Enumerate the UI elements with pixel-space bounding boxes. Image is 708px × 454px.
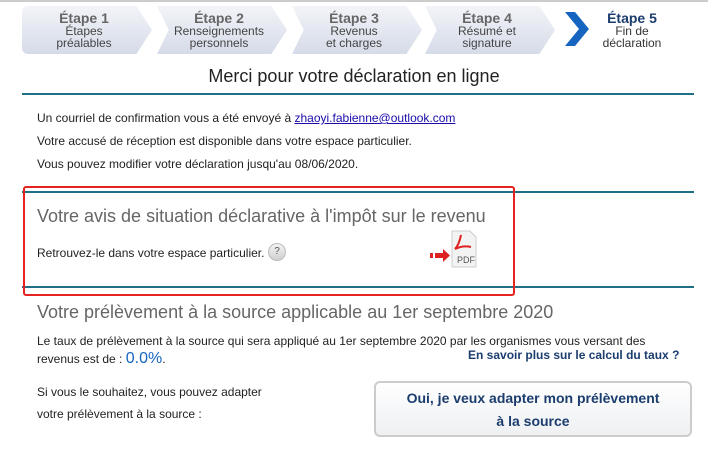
step-number: Étape 3: [329, 10, 379, 26]
divider: [22, 93, 694, 95]
rate-suffix: .: [162, 352, 166, 366]
divider: [22, 286, 694, 288]
receipt-text: Votre accusé de réception est disponible…: [37, 134, 412, 148]
step-label: Renseignements: [173, 24, 265, 38]
avis-text: Retrouvez-le dans votre espace particuli…: [37, 246, 265, 260]
step-4: Étape 4 Résumé et signature: [425, 6, 555, 54]
step-label: personnels: [189, 36, 249, 50]
rate-info-link[interactable]: En savoir plus sur le calcul du taux ?: [468, 348, 680, 362]
pas-heading: Votre prélèvement à la source applicable…: [37, 302, 554, 322]
adapt-text: votre prélèvement à la source :: [37, 407, 202, 421]
pdf-icon: [430, 230, 477, 268]
modify-deadline-text: Vous pouvez modifier votre déclaration j…: [37, 157, 359, 171]
page-title: Merci pour votre déclaration en ligne: [208, 66, 500, 86]
email-link[interactable]: zhaoyi.fabienne@outlook.com: [294, 111, 456, 125]
step-label: Étapes: [65, 24, 103, 38]
step-5-active: Étape 5 Fin de déclaration: [590, 6, 680, 54]
confirmation-prefix: Un courriel de confirmation vous a été e…: [37, 111, 295, 125]
step-3: Étape 3 Revenus et charges: [292, 6, 422, 54]
avis-heading: Votre avis de situation déclarative à l'…: [37, 206, 486, 226]
step-label: déclaration: [602, 36, 662, 50]
adapt-withholding-button[interactable]: Oui, je veux adapter mon prélèvement à la…: [374, 381, 692, 437]
step-number: Étape 2: [194, 10, 244, 26]
pdf-download-icon[interactable]: PDF: [430, 229, 480, 269]
pas-text: Le taux de prélèvement à la source qui s…: [37, 334, 646, 348]
highlight-box: [23, 186, 515, 296]
rate-value: 0.0%: [125, 350, 163, 367]
step-number: Étape 1: [59, 10, 109, 26]
step-label: Fin de: [615, 24, 649, 38]
step-label: préalables: [56, 36, 112, 50]
chevron-right-icon: [565, 12, 589, 46]
confirmation-text: Un courriel de confirmation vous a été e…: [37, 111, 455, 125]
step-number: Étape 5: [607, 10, 657, 26]
step-label: Revenus: [330, 24, 378, 38]
step-label: Résumé et: [457, 24, 517, 38]
help-icon[interactable]: ?: [268, 243, 286, 261]
rate-prefix: revenus est de :: [37, 352, 126, 366]
step-1: Étape 1 Étapes préalables: [22, 6, 152, 54]
button-label: à la source: [496, 413, 570, 429]
step-number: Étape 4: [462, 10, 512, 26]
step-label: et charges: [325, 36, 383, 50]
button-label: Oui, je veux adapter mon prélèvement: [406, 390, 660, 406]
pas-rate-line: revenus est de : 0.0%.: [37, 350, 166, 368]
adapt-text: Si vous le souhaitez, vous pouvez adapte…: [37, 385, 262, 399]
step-label: signature: [462, 36, 512, 50]
pdf-label: PDF: [457, 255, 475, 265]
step-2: Étape 2 Renseignements personnels: [157, 6, 287, 54]
top-divider: [0, 0, 708, 2]
divider: [22, 191, 694, 193]
